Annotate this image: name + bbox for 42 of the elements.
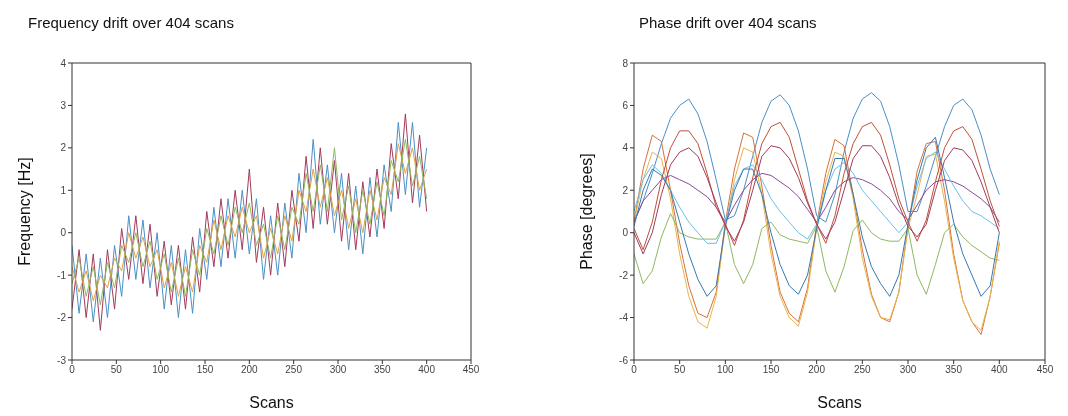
x-tick-label: 350 xyxy=(373,364,392,376)
y-tick-label: -4 xyxy=(619,312,629,324)
x-tick-label: 350 xyxy=(945,364,963,376)
y-tick-label: 4 xyxy=(622,142,629,154)
x-tick-label: 100 xyxy=(152,364,170,376)
x-tick-label: 150 xyxy=(762,364,780,376)
x-tick-label: 450 xyxy=(1036,364,1054,376)
y-tick-label: 6 xyxy=(622,99,629,111)
x-tick-label: 150 xyxy=(196,364,214,376)
x-tick-label: 50 xyxy=(674,364,686,376)
x-tick-label: 400 xyxy=(990,364,1009,376)
y-tick-label: 8 xyxy=(622,57,629,69)
y-tick-label: -2 xyxy=(619,269,629,281)
x-tick-label: 200 xyxy=(808,364,826,376)
y-tick-label: 2 xyxy=(622,184,629,196)
x-tick-label: 400 xyxy=(418,364,436,376)
x-tick-label: 250 xyxy=(853,364,872,376)
y-tick-label: 4 xyxy=(60,57,67,69)
y-tick-label: -6 xyxy=(619,354,629,366)
x-tick-label: 0 xyxy=(631,364,638,376)
y-tick-label: 1 xyxy=(60,184,67,196)
x-tick-label: 300 xyxy=(899,364,917,376)
y-tick-label: 2 xyxy=(60,142,67,154)
y-axis-title: Phase [degrees] xyxy=(577,153,595,270)
x-tick-label: 200 xyxy=(240,364,259,376)
x-tick-label: 50 xyxy=(110,364,123,376)
y-tick-label: -2 xyxy=(57,312,67,324)
y-tick-label: 0 xyxy=(60,227,67,239)
y-tick-label: 0 xyxy=(622,227,629,239)
chart-title: Frequency drift over 404 scans xyxy=(27,13,235,33)
x-tick-label: 0 xyxy=(69,364,76,376)
x-tick-label: 100 xyxy=(716,364,735,376)
y-tick-label: -1 xyxy=(57,269,67,281)
chart-title: Phase drift over 404 scans xyxy=(638,13,818,33)
x-axis-title: Scans xyxy=(817,394,862,411)
y-axis-title: Frequency [Hz] xyxy=(15,157,33,266)
y-tick-label: 3 xyxy=(60,99,67,111)
x-axis-title: Scans xyxy=(249,394,294,411)
x-tick-label: 300 xyxy=(329,364,347,376)
y-tick-label: -3 xyxy=(57,354,67,366)
x-tick-label: 250 xyxy=(285,364,303,376)
x-tick-label: 450 xyxy=(462,364,480,376)
